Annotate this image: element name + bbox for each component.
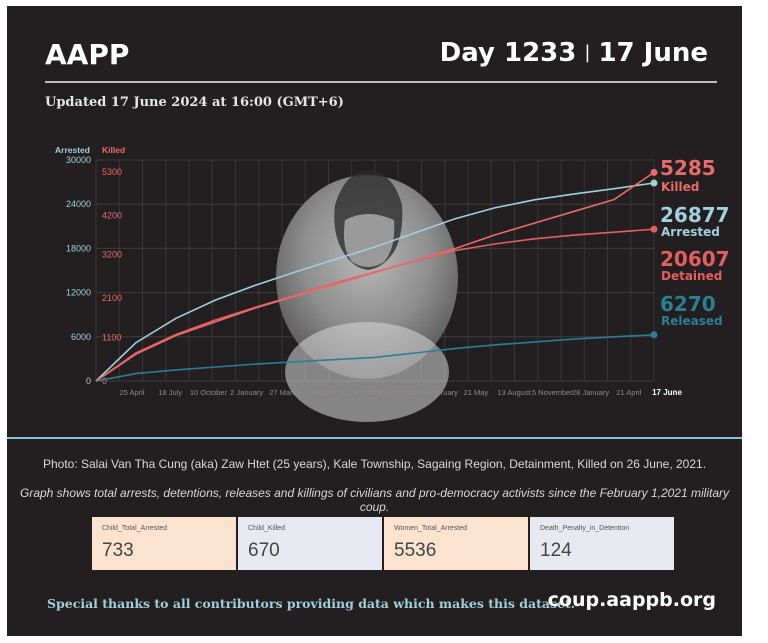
stat-label: Child_Total_Arrested	[102, 525, 167, 532]
stat-card-death-penalty: Death_Penalty_in_Detention 124	[530, 517, 674, 570]
section-divider	[7, 437, 742, 439]
stat-value: 733	[102, 540, 134, 561]
stat-label: Child_Killed	[248, 525, 285, 532]
y-left-tick-label: 0	[86, 376, 91, 386]
org-title: AAPP	[45, 38, 130, 71]
x-tick-label: 5 November	[532, 388, 573, 397]
stat-value: 124	[540, 540, 572, 561]
series-end-point-arrested	[650, 179, 658, 187]
y-left-axis-title: Arrested	[55, 145, 90, 155]
series-end-point-killed	[650, 168, 658, 176]
y-right-tick-label: 5300	[102, 167, 122, 177]
series-line-arrested	[95, 182, 655, 382]
end-value-arrested: 26877	[660, 203, 730, 227]
y-right-tick-label: 3200	[102, 250, 122, 260]
y-right-tick-label: 4200	[102, 210, 122, 220]
photo-caption: Photo: Salai Van Tha Cung (aka) Zaw Htet…	[42, 457, 707, 471]
x-tick-label: 13 August	[497, 388, 531, 397]
y-left-tick-label: 30000	[66, 155, 91, 165]
x-tick-label: 19 June	[310, 388, 337, 397]
series-end-point-detained	[650, 225, 658, 233]
day-date-title: Day 1233 | 17 June	[440, 38, 708, 68]
y-left-tick-label: 18000	[66, 243, 91, 253]
x-tick-label: 21 April	[616, 388, 641, 397]
y-right-tick-label: 2100	[102, 293, 122, 303]
victim-photo	[276, 170, 458, 422]
y-right-tick-label: 0	[102, 376, 107, 386]
stat-card-child-arrested: Child_Total_Arrested 733	[92, 517, 236, 570]
end-label-detained: Detained	[661, 269, 722, 283]
thanks-text: Special thanks to all contributors provi…	[47, 596, 576, 611]
end-value-killed: 5285	[660, 156, 716, 180]
day-counter: Day 1233	[439, 38, 577, 68]
y-right-axis-title: Killed	[102, 145, 125, 155]
y-left-tick-label: 24000	[66, 199, 91, 209]
x-tick-label: 26 February	[417, 388, 458, 397]
y-left-tick-label: 12000	[66, 288, 91, 298]
end-label-arrested: Arrested	[661, 225, 720, 239]
stat-value: 5536	[394, 540, 437, 561]
end-value-released: 6270	[660, 292, 716, 316]
y-left-tick-label: 6000	[71, 332, 91, 342]
x-tick-label: 2 January	[230, 388, 263, 397]
stats-row: Child_Total_Arrested 733 Child_Killed 670 …	[92, 517, 676, 570]
y-right-tick-label: 1100	[102, 333, 121, 343]
stat-value: 670	[248, 540, 280, 561]
end-label-released: Released	[661, 314, 723, 328]
x-tick-label: 11 September	[338, 388, 385, 397]
graph-note: Graph shows total arrests, detentions, r…	[20, 486, 729, 514]
date-label: 17 June	[598, 38, 708, 68]
x-tick-label: 27 March	[269, 388, 300, 397]
title-separator: |	[584, 42, 591, 63]
end-label-killed: Killed	[661, 180, 699, 194]
x-tick-label: 21 May	[464, 388, 489, 397]
series-end-point-released	[650, 331, 658, 339]
series-line-released	[95, 334, 655, 382]
x-tick-label: 25 April	[119, 388, 144, 397]
stat-card-women-arrested: Women_Total_Arrested 5536	[384, 517, 528, 570]
stat-card-child-killed: Child_Killed 670	[238, 517, 382, 570]
end-value-detained: 20607	[660, 247, 730, 271]
x-tick-label: 28 January	[572, 388, 609, 397]
x-tick-label: 4 December	[379, 388, 420, 397]
site-url: coup.aappb.org	[547, 589, 716, 611]
updated-timestamp: Updated 17 June 2024 at 16:00 (GMT+6)	[45, 95, 344, 110]
x-tick-label: 17 June	[652, 388, 682, 397]
stat-label: Death_Penalty_in_Detention	[540, 525, 630, 532]
x-tick-label: 10 October	[190, 388, 228, 397]
series-line-killed	[95, 171, 655, 382]
header-rule	[45, 81, 717, 83]
stat-label: Women_Total_Arrested	[394, 525, 468, 532]
x-tick-label: 18 July	[158, 388, 182, 397]
